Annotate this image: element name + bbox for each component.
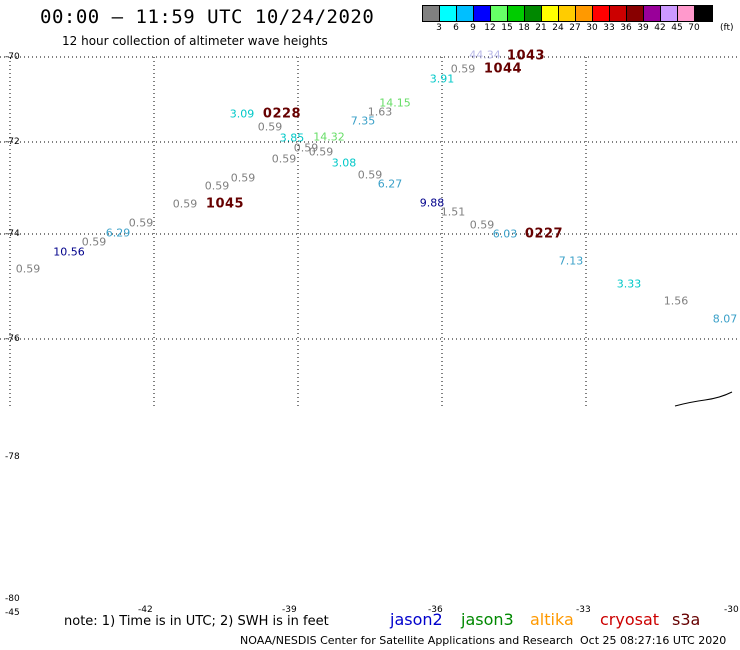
- wave-height-label: 0.59: [257, 120, 283, 134]
- wave-height-label: 1.56: [663, 294, 689, 308]
- wave-height-label: 8.07: [712, 312, 738, 326]
- legend-swatch: [491, 6, 508, 21]
- satellite-jason3: jason3: [461, 610, 514, 629]
- satellite-s3a: s3a: [672, 610, 701, 629]
- latitude-label: -78: [5, 452, 20, 462]
- wave-height-label: 3.08: [331, 156, 357, 170]
- legend-label: 39: [637, 23, 649, 33]
- legend-swatch: [542, 6, 559, 21]
- wave-height-label: 3.33: [616, 277, 642, 291]
- pass-time-label: 1044: [483, 61, 523, 77]
- legend-unit: (ft): [720, 23, 734, 33]
- wave-height-label: 44.34: [469, 48, 501, 62]
- wave-height-label: 0.59: [308, 145, 334, 159]
- wave-height-label: 0.59: [204, 179, 230, 193]
- wave-height-label: 0.59: [469, 218, 495, 232]
- legend-swatch: [423, 6, 440, 21]
- wave-height-label: 7.35: [350, 114, 376, 128]
- wave-height-label: 6.27: [377, 177, 403, 191]
- corner-label: -45: [5, 608, 20, 618]
- wave-height-label: 0.59: [128, 216, 154, 230]
- map-title: 00:00 – 11:59 UTC 10/24/2020: [40, 6, 375, 28]
- wave-height-label: 9.88: [419, 196, 445, 210]
- pass-time-label: 1043: [506, 48, 546, 64]
- wave-height-label: 3.09: [229, 107, 255, 121]
- legend-label: 36: [620, 23, 632, 33]
- latitude-label: -74: [5, 229, 20, 239]
- pass-time-label: 1045: [205, 196, 245, 212]
- legend-swatch: [440, 6, 457, 21]
- wave-height-label: 0.59: [172, 197, 198, 211]
- latitude-label: -76: [5, 334, 20, 344]
- credit-text: NOAA/NESDIS Center for Satellite Applica…: [240, 634, 574, 647]
- legend-label: 15: [501, 23, 513, 33]
- legend-swatch: [457, 6, 474, 21]
- legend-label: 9: [470, 23, 476, 33]
- wave-height-label: 1.51: [440, 205, 466, 219]
- legend-swatch: [474, 6, 491, 21]
- wave-height-label: 0.59: [230, 171, 256, 185]
- longitude-label: -39: [282, 605, 297, 615]
- legend-swatch: [678, 6, 695, 21]
- wave-height-label: 6.29: [105, 226, 131, 240]
- legend-label: 21: [535, 23, 547, 33]
- coastline: [674, 391, 733, 407]
- wave-height-label: 0.59: [357, 168, 383, 182]
- wave-height-label: 7.13: [558, 254, 584, 268]
- legend-swatch: [559, 6, 576, 21]
- wave-height-label: 0.59: [271, 152, 297, 166]
- legend-swatch: [525, 6, 542, 21]
- wave-height-label: 14.15: [379, 96, 411, 110]
- map-subtitle: 12 hour collection of altimeter wave hei…: [62, 34, 328, 48]
- latitude-label: -72: [5, 137, 20, 147]
- satellite-jason2: jason2: [390, 610, 443, 629]
- legend-label: 33: [603, 23, 615, 33]
- pass-time-label: 0228: [262, 106, 302, 122]
- legend-swatch: [508, 6, 525, 21]
- legend-label: 24: [552, 23, 564, 33]
- legend-label: 27: [569, 23, 581, 33]
- wave-height-label: 0.59: [293, 141, 319, 155]
- wave-height-label: 10.56: [53, 245, 85, 259]
- color-legend: [422, 5, 713, 22]
- latitude-label: -80: [5, 594, 20, 604]
- latitude-label: -70: [5, 52, 20, 62]
- wave-height-label: 0.59: [81, 235, 107, 249]
- wave-height-label: 1.63: [367, 105, 393, 119]
- legend-label: 45: [671, 23, 683, 33]
- legend-swatch: [661, 6, 678, 21]
- wave-height-label: 14.32: [313, 130, 345, 144]
- footnote: note: 1) Time is in UTC; 2) SWH is in fe…: [64, 614, 329, 629]
- legend-swatch: [593, 6, 610, 21]
- legend-label: 70: [688, 23, 700, 33]
- satellite-altika: altika: [530, 610, 574, 629]
- wave-height-label: 3.91: [429, 72, 455, 86]
- legend-label: 18: [518, 23, 530, 33]
- legend-label: 6: [453, 23, 459, 33]
- longitude-label: -36: [428, 605, 443, 615]
- generated-timestamp: Oct 25 08:27:16 UTC 2020: [580, 634, 727, 647]
- legend-swatch: [644, 6, 661, 21]
- legend-label: 3: [436, 23, 442, 33]
- legend-swatch: [576, 6, 593, 21]
- legend-swatch: [610, 6, 627, 21]
- legend-swatch: [695, 6, 712, 21]
- wave-height-label: 0.59: [450, 62, 476, 76]
- legend-label: 30: [586, 23, 598, 33]
- wave-height-label: 6.03: [492, 227, 518, 241]
- wave-height-label: 0.59: [15, 262, 41, 276]
- legend-swatch: [627, 6, 644, 21]
- wave-height-label: 3.85: [279, 131, 305, 145]
- satellite-cryosat: cryosat: [600, 610, 660, 629]
- longitude-label: -42: [138, 605, 153, 615]
- longitude-label: -30: [724, 605, 739, 615]
- longitude-label: -33: [576, 605, 591, 615]
- legend-label: 12: [484, 23, 496, 33]
- pass-time-label: 0227: [524, 226, 564, 242]
- legend-label: 42: [654, 23, 666, 33]
